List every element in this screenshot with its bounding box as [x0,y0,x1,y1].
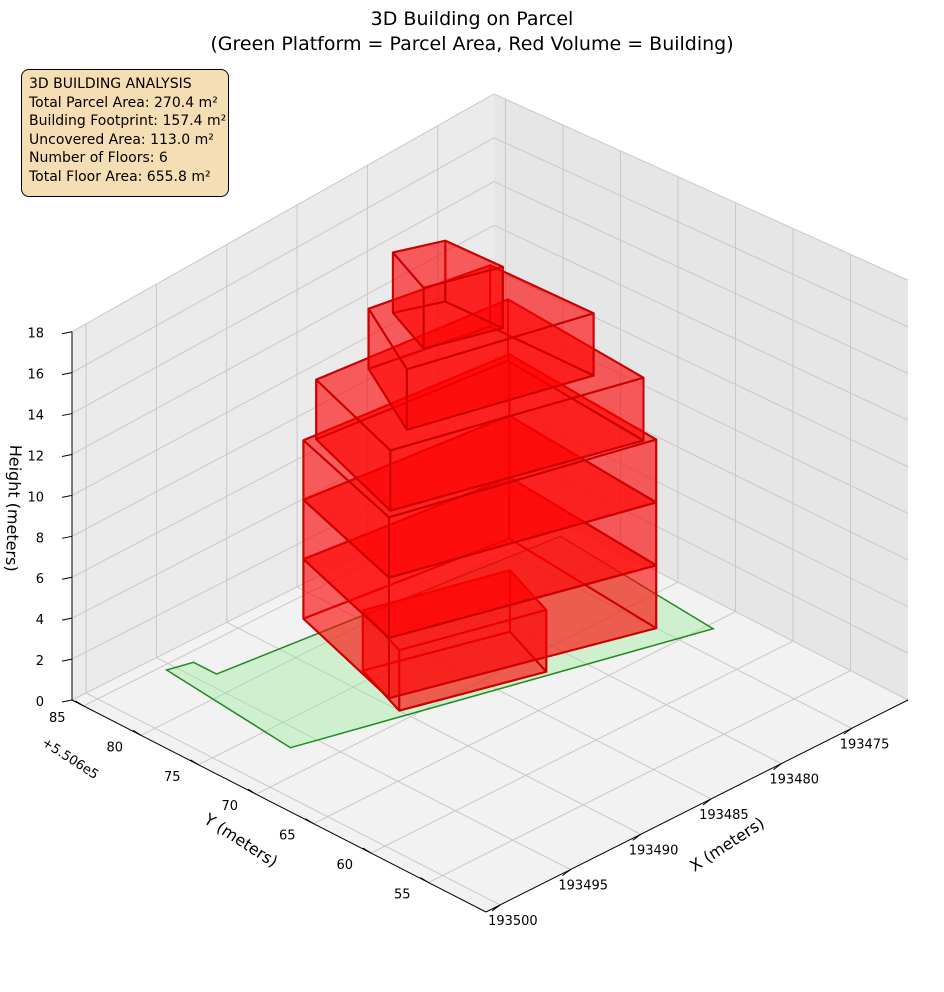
z-tick-label: 6 [36,572,44,587]
x-tick-label: 193500 [488,914,538,929]
z-gridline [71,312,909,537]
x-tick [702,798,712,806]
y-tick [305,818,314,825]
y-tick-label: 60 [336,858,353,873]
x-tick-label: 193480 [769,773,819,788]
z-gridline [71,356,909,578]
data-marks [164,239,715,749]
y-tick [75,700,84,707]
parcel-polygon [164,535,715,749]
y-tick-label: 75 [164,770,181,785]
x-tick [843,727,853,735]
z-tick [61,372,73,376]
z-gridline [71,224,909,455]
y-axis-label: Y (meters) [200,809,281,871]
z-tick-label: 12 [27,449,44,464]
annotation-line: Total Floor Area: 655.8 m² [29,168,211,185]
y-tick-label: 70 [221,799,238,814]
z-tick-label: 8 [36,531,44,546]
z-gridline [71,399,909,619]
z-gridline [71,180,909,414]
y-tick [247,788,257,795]
z-gridline [71,487,909,701]
x-tick [491,904,501,912]
y-tick [132,729,142,736]
chart-subtitle: (Green Platform = Parcel Area, Red Volum… [210,33,733,55]
y-tick [190,759,199,766]
z-tick [61,413,73,417]
z-tick [61,699,73,703]
y-tick [420,877,429,883]
z-tick [61,331,73,335]
z-tick [61,658,73,662]
z-tick-label: 4 [36,613,44,628]
annotation-line: Total Parcel Area: 270.4 m² [29,94,218,111]
x-tick-label: 193495 [558,879,608,894]
back-pane [72,94,494,700]
building-floor-2 [302,414,658,639]
chart-title: 3D Building on Parcel [371,8,574,30]
annotation-line: Number of Floors: 6 [29,150,168,167]
z-tick-label: 18 [27,327,44,342]
y-tick-label: 55 [394,888,411,903]
z-tick-label: 10 [27,490,44,505]
analysis-annotation-box: 3D BUILDING ANALYSIS Total Parcel Area: … [21,69,229,197]
z-axis-label: Height (meters) [2,444,25,572]
building-floor-4 [315,298,645,512]
building-floor-3 [302,353,658,579]
floor-pane [72,488,908,912]
z-gridline [71,137,909,374]
annotation-line: Building Footprint: 157.4 m² [29,113,227,130]
z-tick-label: 16 [27,368,44,383]
z-tick [61,453,73,457]
z-tick [61,535,73,539]
x-tick [562,869,571,876]
x-tick [773,763,782,770]
axis-panes [72,94,908,912]
side-pane [494,94,908,700]
z-tick [61,494,73,498]
x-tick [632,833,642,841]
z-gridline [71,443,909,660]
y-tick-label: 65 [279,829,296,844]
x-tick-label: 193490 [629,843,679,858]
z-tick [61,617,73,621]
building-floor-5 [367,264,595,431]
y-tick [362,847,372,854]
x-tick-label: 193475 [840,737,890,752]
tick-labels: 1934751934801934851934901934951935005560… [27,327,889,929]
y-tick-label: 85 [49,711,66,726]
y-tick-label: 80 [106,740,123,755]
axis-lines [61,331,909,913]
y-axis-offset: +5.506e5 [39,735,101,783]
z-tick-label: 0 [36,695,44,710]
building-floor-6 [391,239,504,350]
z-gridline [71,93,909,333]
x-axis-line [485,699,909,913]
z-tick-label: 2 [36,654,44,669]
building-floor-1 [302,476,658,700]
z-tick [61,576,73,580]
floor-top-face [391,239,504,289]
annotation-line: Uncovered Area: 113.0 m² [29,131,214,148]
z-tick-label: 14 [27,409,44,424]
x-tick-label: 193485 [699,808,749,823]
floor-top-face [315,298,645,452]
annotation-heading: 3D BUILDING ANALYSIS [29,76,192,92]
